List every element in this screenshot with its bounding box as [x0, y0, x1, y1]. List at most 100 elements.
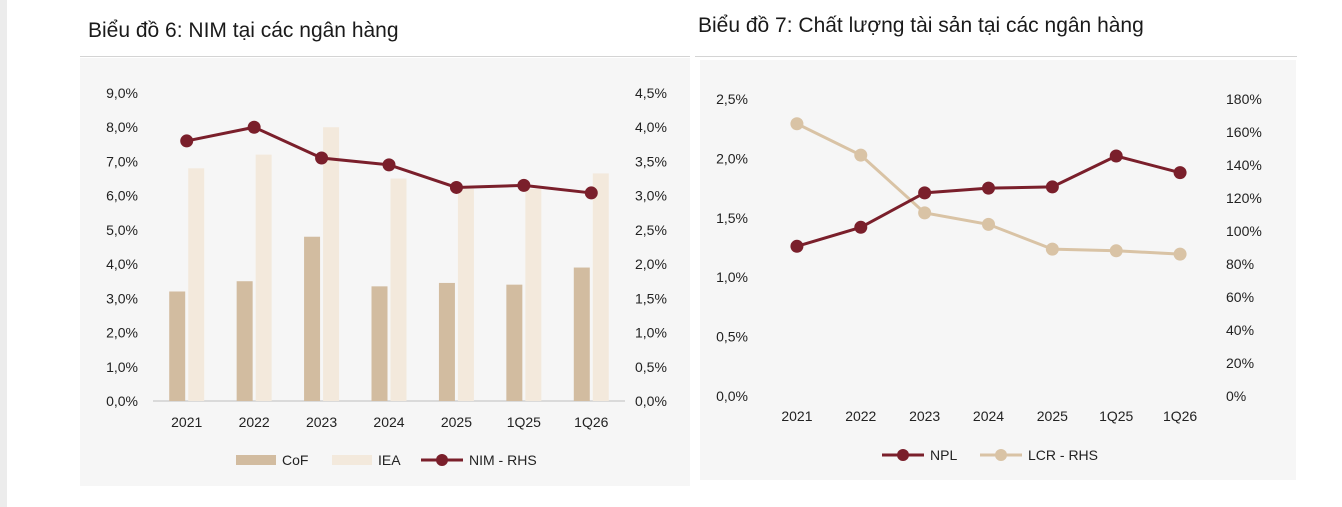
chart-6-x-tick-label: 1Q25 — [507, 414, 541, 430]
chart-6-bar-iea — [255, 154, 272, 401]
chart-6-bar-cof — [438, 282, 455, 401]
chart-6-legend-label-iea: IEA — [378, 452, 401, 468]
chart-6-bar-iea — [323, 127, 340, 401]
chart-6-y-right-tick-label: 0,0% — [635, 393, 667, 409]
chart-7-y-right-tick-label: 180% — [1226, 91, 1262, 107]
chart-6-point-nim — [449, 180, 463, 194]
chart-6-y-right-tick-label: 4,5% — [635, 85, 667, 101]
chart-7-title: Biểu đồ 7: Chất lượng tài sản tại các ng… — [698, 14, 1144, 37]
chart-7-y-right-tick-label: 120% — [1226, 190, 1262, 206]
chart-6-point-nim — [180, 134, 194, 148]
chart-6-title-rule — [80, 56, 690, 57]
chart-7-point-npl — [854, 220, 868, 234]
chart-6-y-left-tick-label: 3,0% — [106, 290, 138, 306]
chart-6-bar-cof — [304, 236, 321, 401]
chart-6-point-nim — [584, 186, 598, 200]
chart-7-y-right-tick-label: 40% — [1226, 322, 1254, 338]
chart-6-bar-cof — [169, 291, 186, 401]
chart-6-point-nim — [247, 120, 261, 134]
chart-6-legend-label-cof: CoF — [282, 452, 308, 468]
chart-6-y-right-tick-label: 0,5% — [635, 359, 667, 375]
chart-7-x-tick-label: 1Q26 — [1163, 408, 1197, 424]
chart-7-y-right-tick-label: 100% — [1226, 223, 1262, 239]
chart-7-panel — [700, 60, 1296, 480]
chart-7-y-right-tick-label: 160% — [1226, 124, 1262, 140]
chart-7-y-right-tick-label: 140% — [1226, 157, 1262, 173]
chart-7-y-right-tick-label: 80% — [1226, 256, 1254, 272]
chart-7-y-right-tick-label: 0% — [1226, 388, 1246, 404]
left-edge-strip — [0, 0, 7, 507]
chart-6-bar-iea — [188, 168, 205, 401]
chart-7-point-lcr — [790, 117, 804, 131]
chart-7-x-tick-label: 2024 — [973, 408, 1004, 424]
chart-7-point-npl — [982, 181, 995, 195]
chart-7-point-lcr — [1109, 244, 1123, 258]
chart-6-bar-cof — [506, 284, 523, 401]
chart-7-legend-label-npl: NPL — [930, 447, 957, 463]
chart-7-y-left-tick-label: 1,0% — [716, 269, 748, 285]
chart-6-y-left-tick-label: 5,0% — [106, 222, 138, 238]
chart-6-y-left-tick-label: 4,0% — [106, 256, 138, 272]
chart-6-x-tick-label: 2023 — [306, 414, 337, 430]
chart-6-title: Biểu đồ 6: NIM tại các ngân hàng — [88, 19, 399, 42]
chart-6-y-left-tick-label: 8,0% — [106, 119, 138, 135]
chart-7-point-lcr — [854, 148, 868, 162]
chart-7-point-lcr — [1173, 247, 1187, 261]
chart-6-y-right-tick-label: 1,0% — [635, 325, 667, 341]
chart-6-legend-swatch-iea — [332, 455, 372, 465]
chart-7-y-left-tick-label: 2,5% — [716, 91, 748, 107]
chart-6-legend-swatch-cof — [236, 455, 276, 465]
chart-7-x-tick-label: 2021 — [781, 408, 812, 424]
chart-7-point-npl — [790, 239, 804, 253]
chart-7-y-right-tick-label: 60% — [1226, 289, 1254, 305]
chart-6-bar-cof — [236, 281, 253, 401]
chart-7-y-left-tick-label: 2,0% — [716, 150, 748, 166]
chart-6-y-right-tick-label: 4,0% — [635, 119, 667, 135]
chart-7-point-npl — [1109, 149, 1123, 163]
chart-6-legend-marker-nim — [436, 454, 448, 466]
chart-6-point-nim — [382, 158, 396, 172]
chart-6-y-right-tick-label: 1,5% — [635, 290, 667, 306]
chart-7-x-tick-label: 2022 — [845, 408, 876, 424]
chart-7-point-npl — [918, 186, 932, 200]
chart-6-legend-label-nim: NIM - RHS — [469, 452, 537, 468]
chart-7-y-left-tick-label: 0,5% — [716, 329, 748, 345]
chart-6-y-left-tick-label: 0,0% — [106, 393, 138, 409]
chart-6-y-left-tick-label: 6,0% — [106, 188, 138, 204]
chart-6-bar-iea — [592, 173, 609, 401]
chart-6-y-left-tick-label: 1,0% — [106, 359, 138, 375]
chart-7-x-tick-label: 2025 — [1037, 408, 1068, 424]
chart-7-line-npl — [796, 154, 1181, 248]
chart-7-title-rule — [695, 56, 1297, 57]
chart-6-y-left-tick-label: 9,0% — [106, 85, 138, 101]
chart-6-y-right-tick-label: 2,5% — [635, 222, 667, 238]
chart-6-y-left-tick-label: 7,0% — [106, 153, 138, 169]
chart-7-point-npl — [1045, 180, 1059, 194]
chart-6-x-tick-label: 2021 — [171, 414, 202, 430]
chart-7-point-lcr — [982, 217, 995, 231]
chart-6-x-tick-label: 2025 — [441, 414, 472, 430]
chart-6-bar-cof — [573, 267, 590, 401]
chart-7-legend-marker-lcr — [995, 449, 1007, 461]
chart-6-bar-iea — [525, 188, 542, 401]
chart-7-y-right-tick-label: 20% — [1226, 355, 1254, 371]
chart-7-x-tick-label: 1Q25 — [1099, 408, 1133, 424]
chart-6-point-nim — [517, 178, 531, 192]
chart-7-point-lcr — [918, 206, 932, 220]
chart-7-y-left-tick-label: 1,5% — [716, 210, 748, 226]
chart-6-x-tick-label: 1Q26 — [574, 414, 608, 430]
chart-6-y-right-tick-label: 2,0% — [635, 256, 667, 272]
chart-6-y-left-tick-label: 2,0% — [106, 325, 138, 341]
chart-7-point-lcr — [1045, 242, 1059, 256]
chart-6-bar-cof — [371, 286, 388, 401]
chart-7-legend-marker-npl — [897, 449, 909, 461]
chart-6-x-tick-label: 2024 — [373, 414, 404, 430]
chart-6-y-right-tick-label: 3,0% — [635, 188, 667, 204]
chart-6-y-right-tick-label: 3,5% — [635, 153, 667, 169]
chart-6-x-tick-label: 2022 — [239, 414, 270, 430]
chart-6-bar-iea — [390, 178, 407, 401]
chart-6-point-nim — [315, 151, 329, 165]
chart-7-y-left-tick-label: 0,0% — [716, 388, 748, 404]
